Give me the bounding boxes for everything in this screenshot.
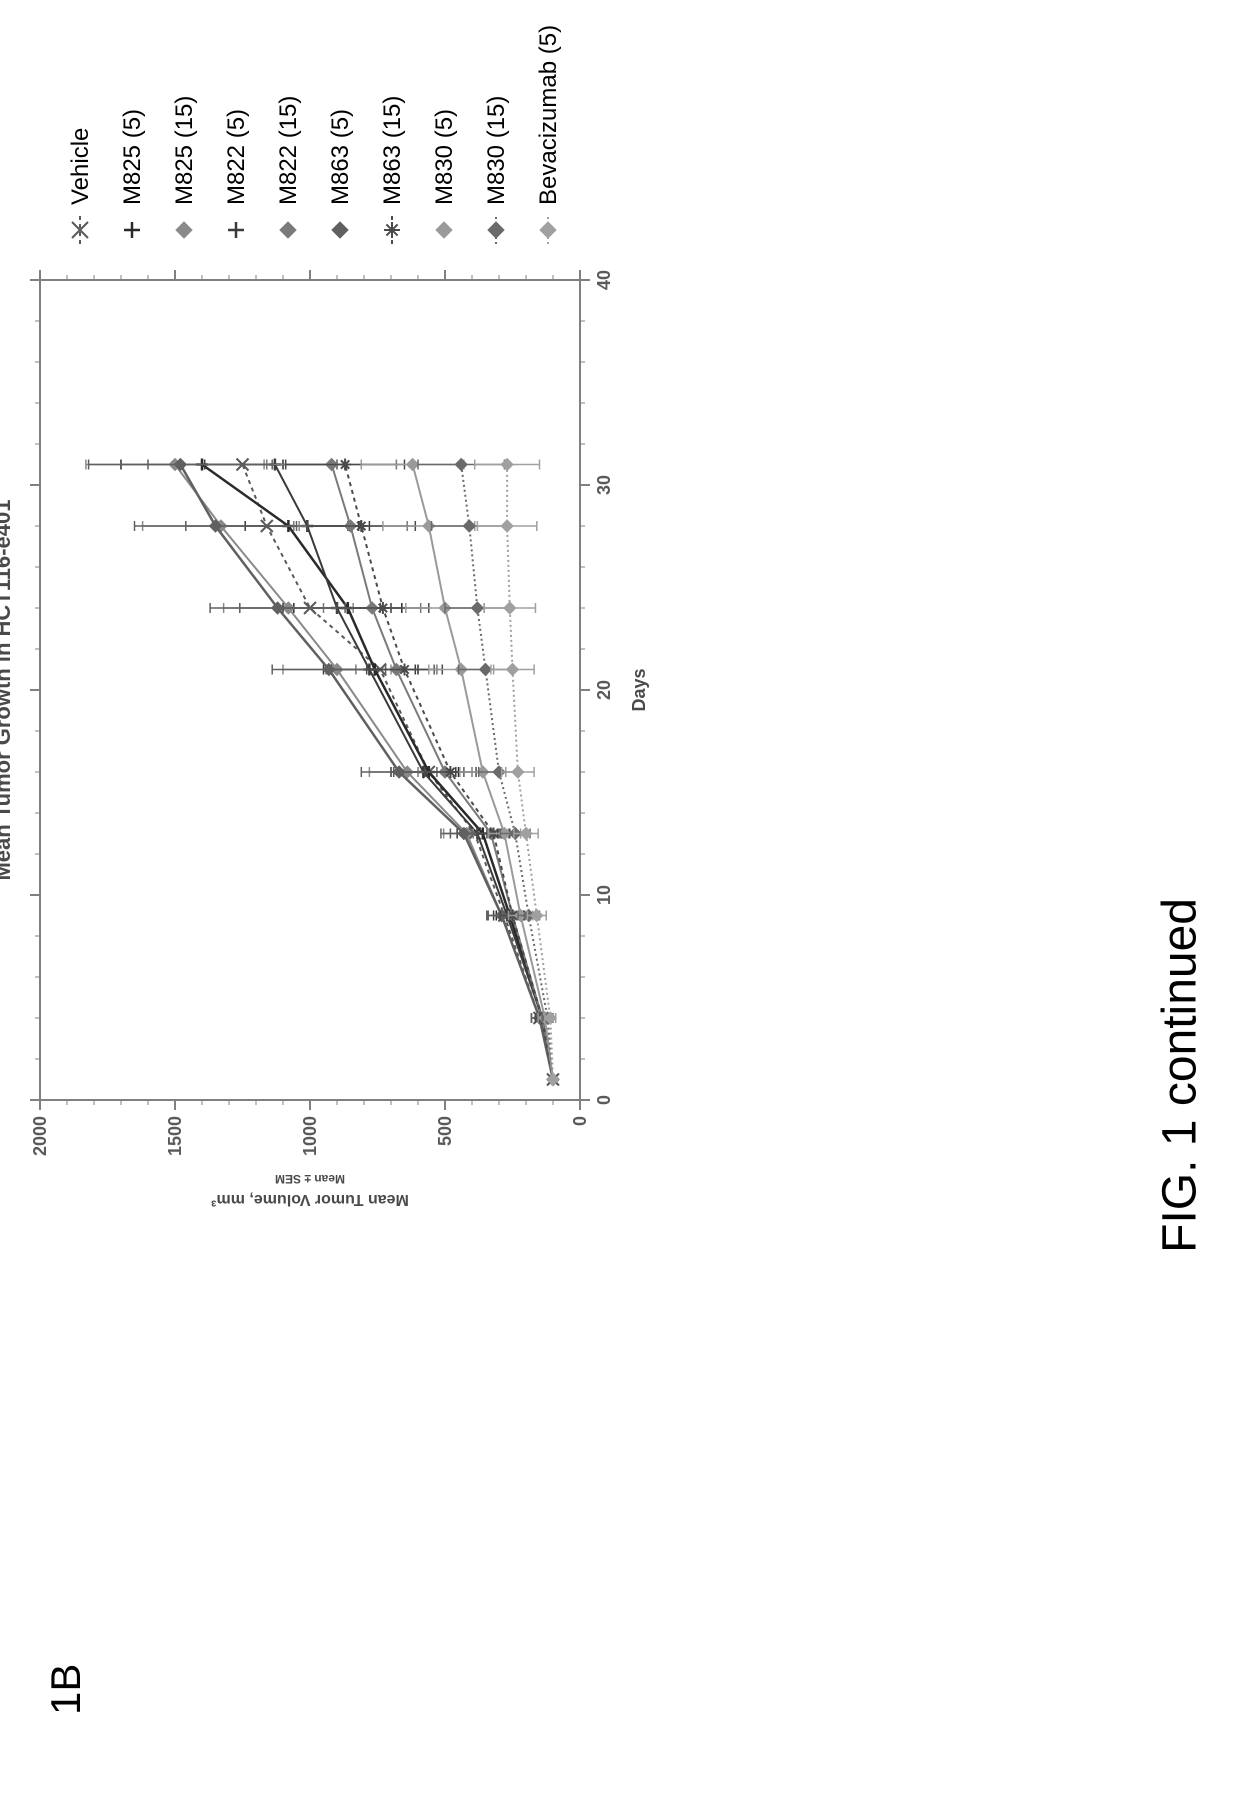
chart-container: 0500100015002000010203040Mean Tumor Grow… [0, 540, 1240, 1260]
svg-text:M822 (15): M822 (15) [275, 96, 302, 205]
svg-text:1500: 1500 [165, 1116, 185, 1156]
svg-text:10: 10 [594, 885, 614, 905]
panel-label: 1B [42, 1664, 90, 1715]
svg-text:500: 500 [435, 1116, 455, 1146]
svg-text:20: 20 [594, 680, 614, 700]
svg-text:Days: Days [629, 668, 649, 711]
svg-text:M863 (15): M863 (15) [379, 96, 406, 205]
svg-text:M863 (5): M863 (5) [327, 109, 354, 205]
svg-text:Bevacizumab (5): Bevacizumab (5) [535, 25, 562, 205]
svg-text:Mean Tumor Growth in HCT116-e4: Mean Tumor Growth in HCT116-e401 [0, 499, 15, 880]
svg-text:M825 (15): M825 (15) [171, 96, 198, 205]
svg-text:1000: 1000 [300, 1116, 320, 1156]
svg-text:30: 30 [594, 475, 614, 495]
svg-text:Vehicle: Vehicle [67, 128, 94, 205]
svg-text:M822 (5): M822 (5) [223, 109, 250, 205]
svg-text:Mean ± SEM: Mean ± SEM [275, 1172, 345, 1186]
svg-text:2000: 2000 [30, 1116, 50, 1156]
svg-text:40: 40 [594, 270, 614, 290]
svg-text:M825 (5): M825 (5) [119, 109, 146, 205]
svg-text:0: 0 [570, 1116, 590, 1126]
svg-text:M830 (5): M830 (5) [431, 109, 458, 205]
svg-text:Mean Tumor Volume, mm³: Mean Tumor Volume, mm³ [211, 1191, 409, 1208]
figure-page: FIG. 1 continued 1B 05001000150020000102… [0, 0, 1240, 1795]
svg-text:M830 (15): M830 (15) [483, 96, 510, 205]
svg-text:0: 0 [594, 1095, 614, 1105]
tumor-growth-chart: 0 500 1000 1500 2000 0 10 20 30 40 Mean Tumor Grow… [0, 0, 680, 1260]
